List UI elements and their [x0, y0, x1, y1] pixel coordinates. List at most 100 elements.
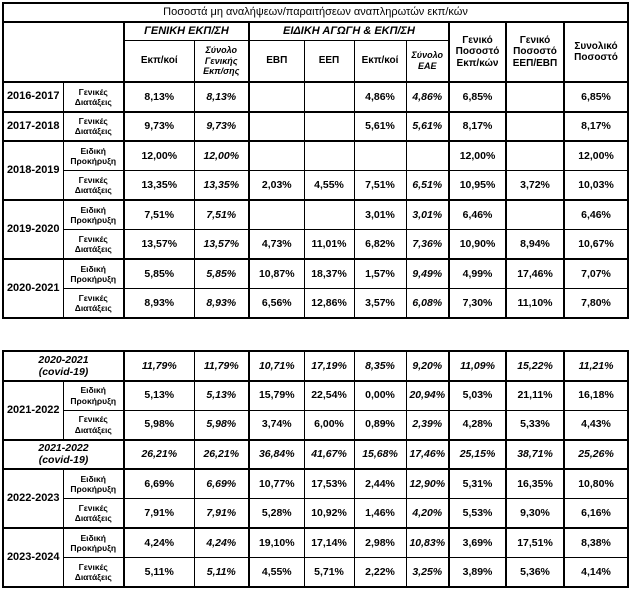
value-cell: 17,53% — [303, 468, 355, 499]
value-cell: 3,69% — [448, 527, 507, 558]
value-cell: 6,46% — [563, 199, 629, 230]
value-cell: 10,03% — [563, 170, 629, 201]
col-header-teachers-general: Εκπ/κοί — [123, 39, 195, 83]
value-cell: 10,87% — [248, 258, 305, 289]
table-title: Ποσοστά μη αναλήψεων/παραιτήσεων αναπληρ… — [2, 2, 629, 23]
value-cell: 3,01% — [405, 199, 450, 230]
col-header-general-pct-teachers: Γενικό Ποσοστό Εκπ/κών — [448, 21, 507, 83]
value-cell: 6,00% — [303, 409, 355, 440]
value-cell: 18,37% — [303, 258, 355, 289]
value-cell: 5,33% — [505, 409, 565, 440]
col-header-total-eae: Σύνολο ΕΑΕ — [405, 39, 450, 83]
year-cell: 2023-2024 — [2, 527, 64, 588]
value-cell: 7,51% — [123, 199, 195, 230]
table-title-row: Ποσοστά μη αναλήψεων/παραιτήσεων αναπληρ… — [2, 2, 629, 23]
value-cell — [248, 110, 305, 142]
value-cell: 5,85% — [123, 258, 195, 289]
header-subrow: Εκπ/κοί Σύνολο Γενικής Εκπ/σης ΕΒΠ ΕΕΠ Ε… — [3, 39, 628, 83]
value-cell: 6,51% — [405, 170, 450, 201]
value-cell: 4,86% — [405, 81, 450, 112]
value-cell: 5,85% — [193, 258, 250, 289]
value-cell: 5,11% — [123, 557, 195, 588]
value-cell: 17,46% — [405, 438, 450, 470]
value-cell: 19,10% — [248, 527, 305, 558]
value-cell: 5,11% — [193, 557, 250, 588]
value-cell: 16,18% — [563, 379, 629, 411]
category-cell: Γενικές Διατάξεις — [62, 81, 125, 112]
value-cell: 2,03% — [248, 170, 305, 201]
value-cell: 9,73% — [193, 110, 250, 142]
value-cell: 25,15% — [448, 438, 507, 470]
value-cell: 6,56% — [248, 288, 305, 319]
category-cell: Γενικές Διατάξεις — [62, 229, 125, 260]
value-cell: 8,13% — [123, 81, 195, 112]
category-cell: Γενικές Διατάξεις — [62, 557, 125, 588]
value-cell: 2,98% — [353, 527, 407, 558]
value-cell: 7,91% — [123, 498, 195, 529]
data-row: Γενικές Διατάξεις 5,98% 5,98% 3,74% 6,00% 0,8… — [3, 409, 629, 440]
value-cell — [303, 81, 355, 112]
data-row: Γενικές Διατάξεις 13,57% 13,57% 4,73% 11,01%… — [3, 229, 629, 260]
value-cell: 0,00% — [353, 379, 407, 411]
value-cell: 25,26% — [563, 438, 629, 470]
data-row: 2018-2019 Ειδική Προκήρυξη 12,00% 12,00% 12,… — [2, 140, 629, 201]
value-cell — [505, 110, 565, 142]
value-cell: 6,46% — [448, 199, 507, 230]
value-cell: 10,90% — [448, 229, 507, 260]
data-row: 2020-2021 Ειδική Προκήρυξη 5,85% 5,85% 10,87… — [2, 258, 629, 319]
value-cell: 6,69% — [193, 468, 250, 499]
value-cell: 5,53% — [448, 498, 507, 529]
value-cell: 7,80% — [563, 288, 629, 319]
value-cell: 11,01% — [303, 229, 355, 260]
year-cell: 2016-2017 — [2, 81, 64, 112]
value-cell — [505, 199, 565, 230]
value-cell: 7,51% — [193, 199, 250, 230]
col-header-teachers-eae: Εκπ/κοί — [353, 39, 407, 83]
value-cell: 11,10% — [505, 288, 565, 319]
value-cell: 8,13% — [193, 81, 250, 112]
value-cell: 5,61% — [353, 110, 407, 142]
value-cell: 3,25% — [405, 557, 450, 588]
col-header-eep: ΕΕΠ — [303, 39, 355, 83]
attrition-table-2016-2021: Ποσοστά μη αναλήψεων/παραιτήσεων αναπληρ… — [2, 2, 630, 319]
value-cell: 7,07% — [563, 258, 629, 289]
value-cell: 5,71% — [303, 557, 355, 588]
category-cell: Γενικές Διατάξεις — [62, 110, 125, 142]
header-band-row: ΓΕΝΙΚΗ ΕΚΠ/ΣΗ ΕΙΔΙΚΗ ΑΓΩΓΗ & ΕΚΠ/ΣΗ Γενι… — [2, 21, 629, 83]
value-cell — [303, 110, 355, 142]
value-cell: 13,57% — [193, 229, 250, 260]
data-row: Γενικές Διατάξεις 13,35% 13,35% 2,03% 4,55% 7… — [3, 170, 629, 201]
value-cell: 4,43% — [563, 409, 629, 440]
value-cell: 16,35% — [505, 468, 565, 499]
value-cell: 10,67% — [563, 229, 629, 260]
data-row: Γενικές Διατάξεις 8,93% 8,93% 6,56% 12,86% 3,… — [3, 288, 629, 319]
value-cell: 3,74% — [248, 409, 305, 440]
value-cell: 9,73% — [123, 110, 195, 142]
covid-summary-row: 2020-2021 (covid-19) 11,79% 11,79% 10,71% 17… — [2, 350, 629, 381]
header-general-education: ΓΕΝΙΚΗ ΕΚΠ/ΣΗ — [123, 21, 250, 41]
data-row: 2019-2020 Ειδική Προκήρυξη 7,51% 7,51% 3,01%… — [2, 199, 629, 260]
value-cell: 6,85% — [563, 81, 629, 112]
year-cell: 2020-2021 — [2, 258, 64, 319]
data-row: Γενικές Διατάξεις 5,11% 5,11% 4,55% 5,71% 2,2… — [3, 557, 629, 588]
value-cell: 2,22% — [353, 557, 407, 588]
value-cell: 4,55% — [248, 557, 305, 588]
value-cell: 15,79% — [248, 379, 305, 411]
value-cell: 10,71% — [248, 350, 305, 381]
value-cell: 4,24% — [193, 527, 250, 558]
value-cell: 4,99% — [448, 258, 507, 289]
value-cell: 12,00% — [193, 140, 250, 171]
attrition-table-2021-2024: 2020-2021 (covid-19) 11,79% 11,79% 10,71% 17… — [2, 350, 629, 588]
value-cell: 6,85% — [448, 81, 507, 112]
value-cell: 15,22% — [505, 350, 565, 381]
value-cell — [248, 199, 305, 230]
value-cell: 3,72% — [505, 170, 565, 201]
col-header-general-pct-eep-evp: Γενικό Ποσοστό ΕΕΠ/ΕΒΠ — [505, 21, 565, 83]
value-cell: 6,16% — [563, 498, 629, 529]
year-cell: 2021-2022 — [2, 379, 64, 440]
value-cell: 5,36% — [505, 557, 565, 588]
value-cell: 12,90% — [405, 468, 450, 499]
year-cell: 2019-2020 — [2, 199, 64, 260]
value-cell: 1,46% — [353, 498, 407, 529]
value-cell: 4,55% — [303, 170, 355, 201]
